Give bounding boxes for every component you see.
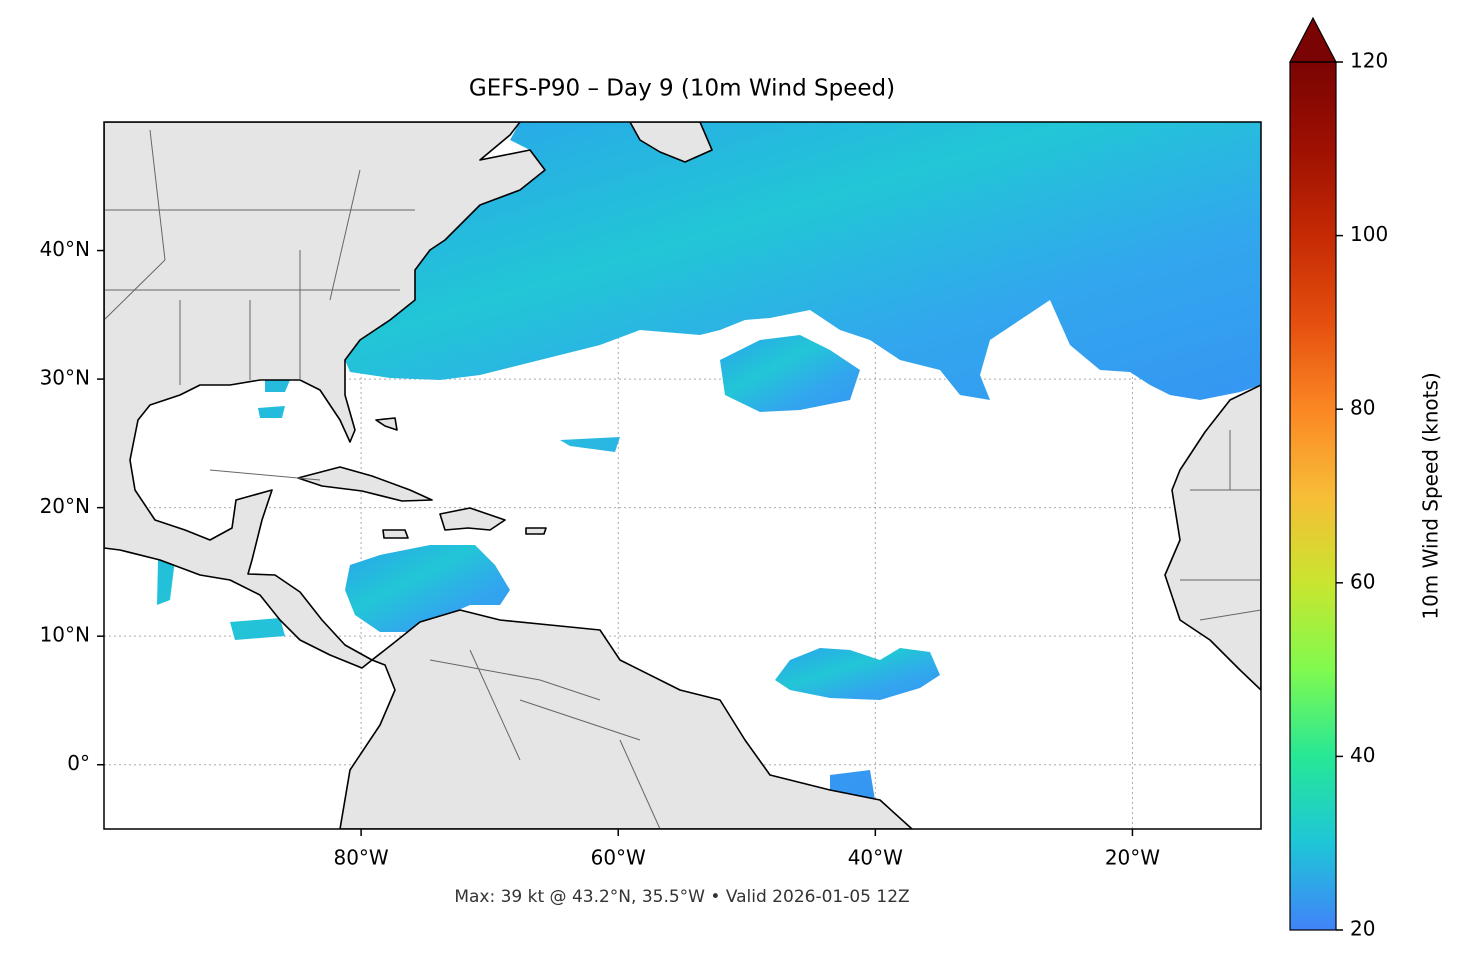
wind-field	[157, 122, 1261, 800]
border	[104, 129, 1261, 829]
wind-region	[345, 545, 510, 632]
colorbar-tick-label: 20	[1350, 917, 1375, 941]
y-tick-label: 40°N	[40, 237, 90, 261]
x-tick-label: 20°W	[1105, 846, 1160, 870]
colorbar-label: 10m Wind Speed (knots)	[1419, 372, 1443, 619]
colorbar: 10m Wind Speed (knots) 20 40 60 80 100 120	[1289, 16, 1443, 941]
colorbar-tick-label: 40	[1350, 743, 1375, 767]
cuba	[297, 466, 433, 502]
island	[375, 417, 547, 539]
axes: 80°W 60°W 40°W 20°W 0° 10°N 20°N 30°N 40°N	[40, 237, 1161, 869]
colorbar-frame	[1289, 61, 1337, 931]
x-tick-label: 80°W	[333, 846, 388, 870]
map-area	[104, 122, 1261, 829]
y-tick-label: 30°N	[40, 366, 90, 390]
hispaniola	[439, 507, 506, 531]
colorbar-tick-label: 120	[1350, 49, 1388, 73]
plot-frame	[103, 121, 1262, 830]
wind-region	[720, 335, 860, 412]
south-america	[339, 609, 913, 829]
newfoundland	[629, 122, 713, 163]
colorbar-tick-label: 100	[1350, 222, 1388, 246]
colorbar-tick-label: 80	[1350, 396, 1375, 420]
wind-region	[345, 122, 1261, 400]
x-tick-label: 40°W	[848, 846, 903, 870]
map-title: GEFS-P90 – Day 9 (10m Wind Speed)	[469, 76, 895, 102]
wind-region	[775, 648, 940, 700]
footnote: Max: 39 kt @ 43.2°N, 35.5°W • Valid 2026…	[454, 887, 909, 907]
north-america	[104, 122, 546, 669]
colorbar-tick-label: 60	[1350, 569, 1375, 593]
x-tick-label: 60°W	[591, 846, 646, 870]
colorbar-extend	[1289, 16, 1337, 63]
y-tick-label: 10°N	[40, 623, 90, 647]
colorbar-gradient	[1290, 62, 1336, 930]
y-tick-label: 20°N	[40, 494, 90, 518]
y-tick-label: 0°	[67, 751, 90, 775]
